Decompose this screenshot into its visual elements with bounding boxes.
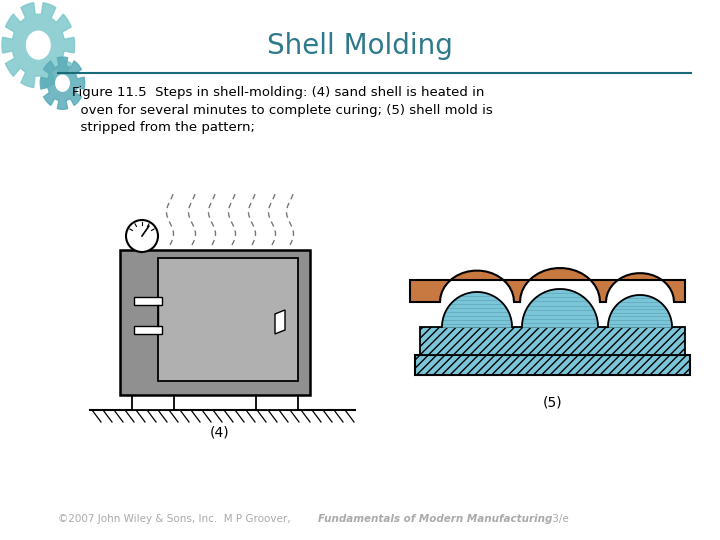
- Text: stripped from the pattern;: stripped from the pattern;: [72, 121, 255, 134]
- Text: Fundamentals of Modern Manufacturing: Fundamentals of Modern Manufacturing: [318, 514, 553, 524]
- Circle shape: [55, 75, 69, 91]
- Text: (4): (4): [210, 425, 230, 439]
- Bar: [120, 250, 310, 395]
- Text: Figure 11.5  Steps in shell‑molding: (4) sand shell is heated in: Figure 11.5 Steps in shell‑molding: (4) …: [72, 86, 485, 99]
- Bar: [134, 326, 162, 334]
- Bar: [415, 355, 690, 375]
- Bar: [256, 395, 298, 410]
- Polygon shape: [2, 3, 75, 87]
- Circle shape: [126, 220, 158, 252]
- Text: oven for several minutes to complete curing; (5) shell mold is: oven for several minutes to complete cur…: [72, 104, 492, 117]
- Polygon shape: [442, 292, 512, 327]
- Text: (5): (5): [543, 396, 563, 410]
- Text: ©2007 John Wiley & Sons, Inc.  M P Groover,: ©2007 John Wiley & Sons, Inc. M P Groove…: [58, 514, 297, 524]
- Bar: [134, 297, 162, 305]
- Bar: [420, 327, 685, 355]
- Circle shape: [27, 31, 50, 59]
- Polygon shape: [40, 57, 85, 109]
- Text: Shell Molding: Shell Molding: [267, 32, 453, 60]
- Bar: [132, 395, 174, 410]
- Text: 3/e: 3/e: [549, 514, 568, 524]
- Polygon shape: [522, 289, 598, 327]
- Polygon shape: [608, 295, 672, 327]
- Bar: [158, 258, 298, 381]
- Polygon shape: [410, 268, 685, 302]
- Polygon shape: [275, 310, 285, 334]
